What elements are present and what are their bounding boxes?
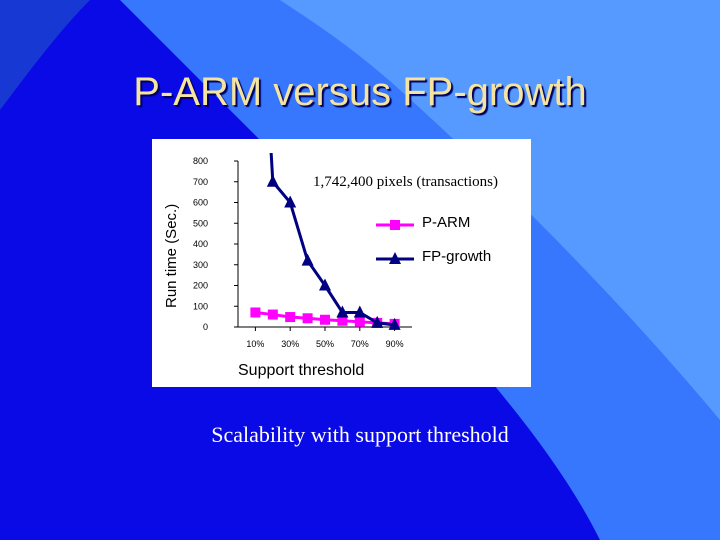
data-point-p-arm: [302, 313, 313, 324]
legend-label-fp-growth: FP-growth: [422, 248, 492, 265]
legend-marker-fp-growth: [389, 252, 401, 264]
y-tick-label: 100: [193, 301, 208, 311]
y-tick-label: 300: [193, 260, 208, 270]
y-tick-label: 600: [193, 198, 208, 208]
x-axis-label: Support threshold: [238, 362, 365, 379]
chart-plot: 0 100 200 300 400 500 600 700 800 10% 30% 50% 70% 90%: [193, 153, 414, 349]
y-tick-label: 200: [193, 281, 208, 291]
x-tick-label: 50%: [316, 339, 334, 349]
data-point-fp-growth: [371, 315, 384, 328]
data-point-fp-growth: [319, 278, 331, 291]
chart-panel: 0 100 200 300 400 500 600 700 800 10% 30% 50% 70% 90%: [152, 139, 531, 387]
slide-title: P-ARM versus FP-growth: [133, 70, 587, 114]
y-tick-label: 500: [193, 218, 208, 228]
data-point-fp-growth: [301, 253, 314, 266]
data-point-p-arm: [267, 309, 278, 320]
y-axis-label: Run time (Sec.): [163, 203, 180, 308]
y-tick-label: 0: [203, 322, 208, 332]
legend-label-p-arm: P-ARM: [422, 214, 471, 231]
slide-caption: Scalability with support threshold: [211, 422, 509, 447]
data-point-p-arm: [285, 312, 296, 323]
data-point-p-arm: [354, 316, 365, 327]
series-line-fp-growth: [269, 153, 395, 327]
y-tick-label: 400: [193, 239, 208, 249]
data-point-fp-growth: [266, 174, 279, 187]
x-tick-label: 10%: [246, 339, 264, 349]
x-tick-label: 90%: [386, 339, 404, 349]
data-point-fp-growth: [388, 317, 401, 330]
data-point-p-arm: [337, 315, 348, 326]
data-point-fp-growth: [353, 305, 366, 318]
data-point-p-arm: [250, 307, 261, 318]
legend-marker-p-arm: [390, 220, 400, 230]
chart-annotation: 1,742,400 pixels (transactions): [313, 174, 498, 190]
data-point-fp-growth: [284, 195, 297, 208]
x-tick-label: 30%: [281, 339, 299, 349]
y-tick-label: 700: [193, 177, 208, 187]
data-point-p-arm: [320, 314, 330, 325]
data-point-fp-growth: [336, 305, 349, 318]
y-tick-label: 800: [193, 156, 208, 166]
x-tick-label: 70%: [351, 339, 369, 349]
